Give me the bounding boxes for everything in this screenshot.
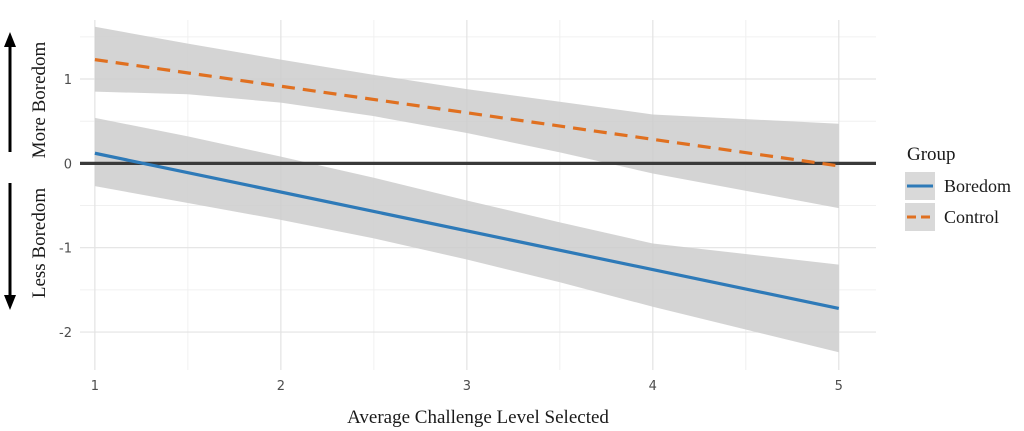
y-label-less-boredom: Less Boredom xyxy=(29,188,50,299)
legend-label-control: Control xyxy=(944,207,999,227)
y-tick-label: -1 xyxy=(59,242,72,257)
legend: Group Boredom Control xyxy=(905,144,1011,231)
legend-item-control: Control xyxy=(905,203,999,231)
x-tick-label: 4 xyxy=(649,379,657,394)
legend-title: Group xyxy=(907,144,956,165)
x-tick-label: 3 xyxy=(463,379,471,394)
y-axis-annotation: More Boredom Less Boredom xyxy=(4,32,50,310)
x-tick-labels: 1 2 3 4 5 xyxy=(91,379,843,394)
x-axis-title: Average Challenge Level Selected xyxy=(347,407,609,428)
y-tick-label: 0 xyxy=(64,157,72,172)
x-tick-label: 1 xyxy=(91,379,99,394)
legend-label-boredom: Boredom xyxy=(944,176,1011,196)
up-arrow-icon xyxy=(4,32,16,47)
x-tick-label: 2 xyxy=(277,379,285,394)
y-tick-label: 1 xyxy=(64,73,72,88)
series-lines xyxy=(94,58,840,311)
legend-item-boredom: Boredom xyxy=(905,172,1011,200)
down-arrow-icon xyxy=(4,295,16,310)
y-tick-label: -2 xyxy=(59,326,72,341)
confidence-band-boredom xyxy=(94,117,839,353)
series-line-boredom xyxy=(94,151,840,311)
x-tick-label: 5 xyxy=(835,379,843,394)
y-label-more-boredom: More Boredom xyxy=(29,41,50,158)
y-tick-labels: -2 -1 0 1 xyxy=(59,73,72,341)
